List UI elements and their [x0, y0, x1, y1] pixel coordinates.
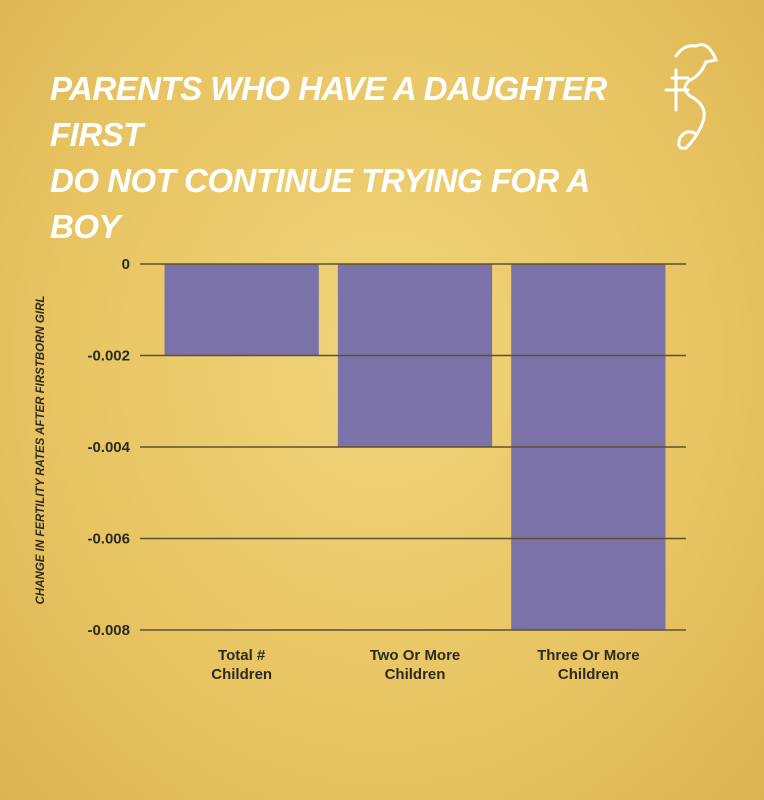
y-tick-label: -0.006 — [87, 531, 130, 548]
x-tick-label: Three Or More Children — [537, 647, 640, 683]
y-tick-label: -0.008 — [87, 622, 130, 639]
y-tick-label: -0.002 — [87, 348, 130, 365]
logo — [664, 43, 719, 150]
x-tick-label: Total # Children — [211, 647, 273, 683]
y-tick-label: -0.004 — [87, 439, 130, 456]
y-axis-label: CHANGE IN FERTILITY RATES AFTER FIRSTBOR… — [35, 296, 47, 605]
x-tick-label: Two Or More Children — [369, 647, 461, 683]
chart-title: PARENTS WHO HAVE A DAUGHTER FIRST DO NOT… — [50, 70, 607, 245]
bar — [164, 264, 319, 356]
y-tick-label: 0 — [122, 256, 130, 273]
